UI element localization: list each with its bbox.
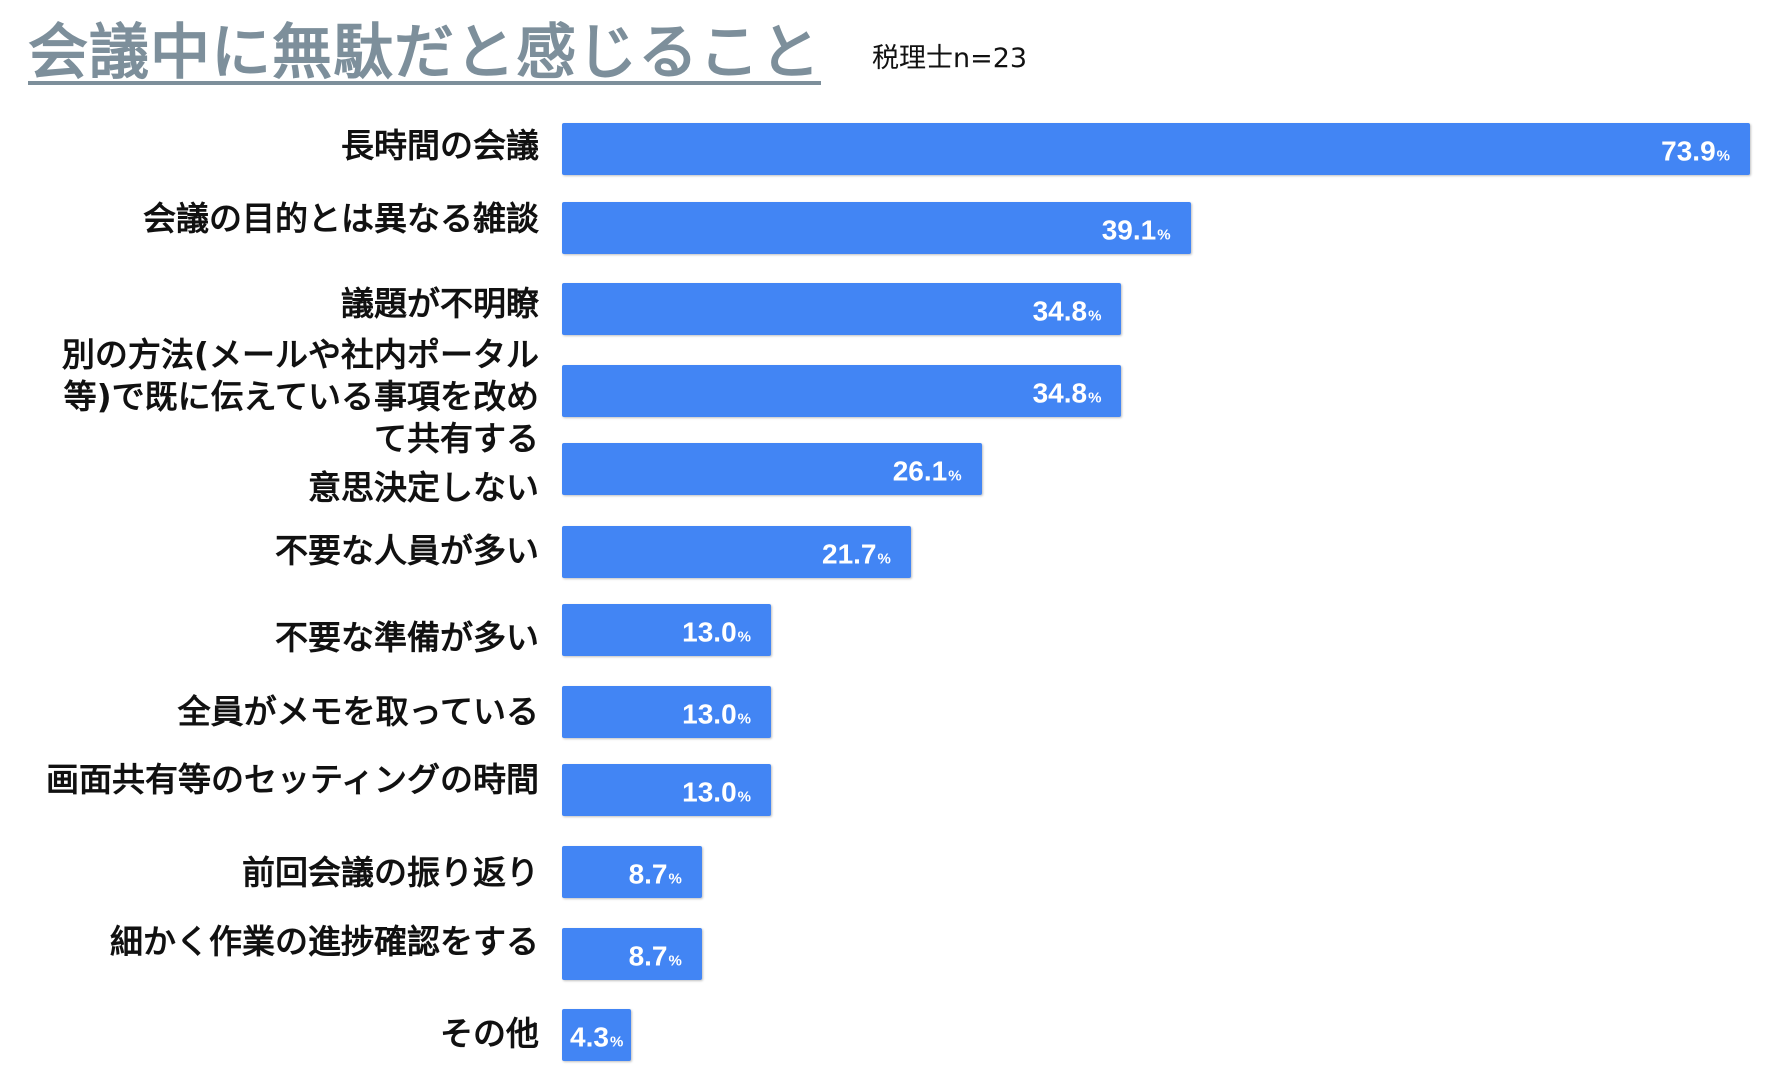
data-label: 8.7% bbox=[629, 941, 682, 973]
data-label: 13.0% bbox=[682, 617, 751, 649]
data-label-value: 13.0 bbox=[682, 776, 737, 808]
category-label: 前回会議の振り返り bbox=[242, 853, 539, 892]
category-label: 不要な準備が多い bbox=[275, 618, 539, 657]
bar: 13.0% bbox=[562, 686, 771, 738]
category-label: 別の方法(メールや社内ポータル 等)で既に伝えている事項を改め て共有する bbox=[61, 335, 539, 458]
bar: 34.8% bbox=[562, 365, 1122, 417]
data-label-unit: % bbox=[1157, 226, 1171, 244]
data-label-value: 73.9 bbox=[1661, 135, 1716, 167]
data-label-value: 21.7 bbox=[822, 538, 877, 570]
data-label-unit: % bbox=[668, 952, 682, 970]
data-label-value: 13.0 bbox=[682, 616, 737, 648]
bar: 8.7% bbox=[562, 846, 702, 898]
data-label-unit: % bbox=[1088, 389, 1102, 407]
data-label: 21.7% bbox=[822, 539, 891, 571]
bar: 8.7% bbox=[562, 928, 702, 980]
category-label: 画面共有等のセッティングの時間 bbox=[45, 760, 539, 799]
category-label: 会議の目的とは異なる雑談 bbox=[143, 199, 539, 238]
data-label-unit: % bbox=[609, 1033, 624, 1051]
data-label: 34.8% bbox=[1033, 378, 1102, 410]
data-label-value: 34.8 bbox=[1032, 295, 1088, 327]
data-label-value: 4.3 bbox=[570, 1021, 609, 1053]
data-label-unit: % bbox=[668, 870, 682, 888]
data-label-value: 34.8 bbox=[1032, 377, 1088, 409]
chart-subtitle: 税理士n=23 bbox=[872, 43, 1028, 74]
category-label: 長時間の会議 bbox=[341, 126, 539, 165]
data-label-value: 8.7 bbox=[628, 858, 668, 890]
data-label-unit: % bbox=[737, 710, 751, 728]
data-label: 26.1% bbox=[893, 456, 962, 488]
data-label: 39.1% bbox=[1102, 215, 1171, 247]
data-label: 73.9% bbox=[1661, 136, 1730, 168]
bar: 26.1% bbox=[562, 443, 982, 495]
chart-title: 会議中に無駄だと感じること bbox=[28, 18, 821, 88]
bar: 34.8% bbox=[562, 283, 1122, 335]
data-label: 4.3% bbox=[570, 1022, 623, 1054]
data-label-unit: % bbox=[737, 788, 751, 806]
category-label: 不要な人員が多い bbox=[275, 531, 539, 570]
bar: 73.9% bbox=[562, 123, 1750, 175]
data-label: 13.0% bbox=[682, 699, 751, 731]
category-label: 細かく作業の進捗確認をする bbox=[110, 922, 539, 961]
bar: 13.0% bbox=[562, 604, 771, 656]
bar: 13.0% bbox=[562, 764, 771, 816]
data-label-unit: % bbox=[877, 550, 891, 568]
bar: 4.3% bbox=[562, 1009, 632, 1061]
data-label-value: 13.0 bbox=[682, 698, 737, 730]
category-label: 意思決定しない bbox=[308, 468, 539, 507]
bar: 39.1% bbox=[562, 202, 1191, 254]
data-label: 13.0% bbox=[682, 777, 751, 809]
bar: 21.7% bbox=[562, 526, 911, 578]
data-label-unit: % bbox=[1088, 307, 1102, 325]
data-label: 34.8% bbox=[1033, 296, 1102, 328]
data-label-value: 26.1 bbox=[892, 455, 948, 487]
category-label: 全員がメモを取っている bbox=[177, 692, 539, 731]
data-label-unit: % bbox=[948, 467, 962, 485]
data-label-unit: % bbox=[737, 628, 751, 646]
data-label-unit: % bbox=[1716, 147, 1730, 165]
category-label: 議題が不明瞭 bbox=[341, 284, 539, 323]
data-label: 8.7% bbox=[629, 859, 682, 891]
data-label-value: 39.1 bbox=[1101, 214, 1157, 246]
data-label-value: 8.7 bbox=[628, 940, 668, 972]
category-label: その他 bbox=[440, 1014, 539, 1053]
